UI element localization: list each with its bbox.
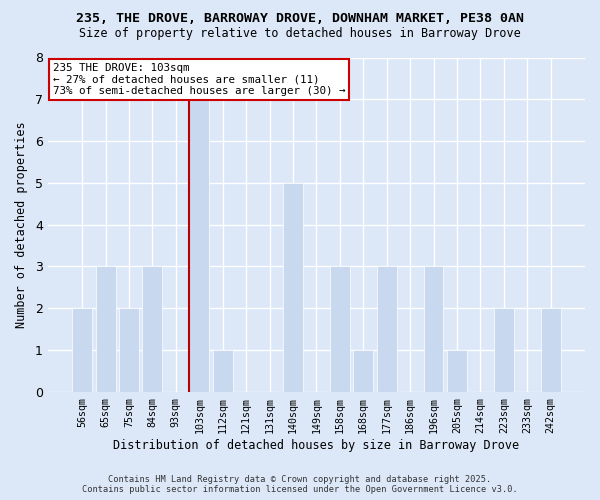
Bar <box>190 100 209 392</box>
Text: 235, THE DROVE, BARROWAY DROVE, DOWNHAM MARKET, PE38 0AN: 235, THE DROVE, BARROWAY DROVE, DOWNHAM … <box>76 12 524 26</box>
Bar <box>447 350 467 392</box>
Text: Contains HM Land Registry data © Crown copyright and database right 2025.
Contai: Contains HM Land Registry data © Crown c… <box>82 474 518 494</box>
Bar <box>424 266 443 392</box>
Text: Size of property relative to detached houses in Barroway Drove: Size of property relative to detached ho… <box>79 28 521 40</box>
Bar <box>377 266 397 392</box>
Bar <box>95 266 116 392</box>
Bar <box>213 350 233 392</box>
Bar <box>494 308 514 392</box>
Y-axis label: Number of detached properties: Number of detached properties <box>15 122 28 328</box>
X-axis label: Distribution of detached houses by size in Barroway Drove: Distribution of detached houses by size … <box>113 440 520 452</box>
Bar <box>541 308 560 392</box>
Bar <box>283 183 303 392</box>
Bar <box>119 308 139 392</box>
Text: 235 THE DROVE: 103sqm
← 27% of detached houses are smaller (11)
73% of semi-deta: 235 THE DROVE: 103sqm ← 27% of detached … <box>53 62 346 96</box>
Bar <box>72 308 92 392</box>
Bar <box>353 350 373 392</box>
Bar <box>142 266 163 392</box>
Bar <box>330 266 350 392</box>
